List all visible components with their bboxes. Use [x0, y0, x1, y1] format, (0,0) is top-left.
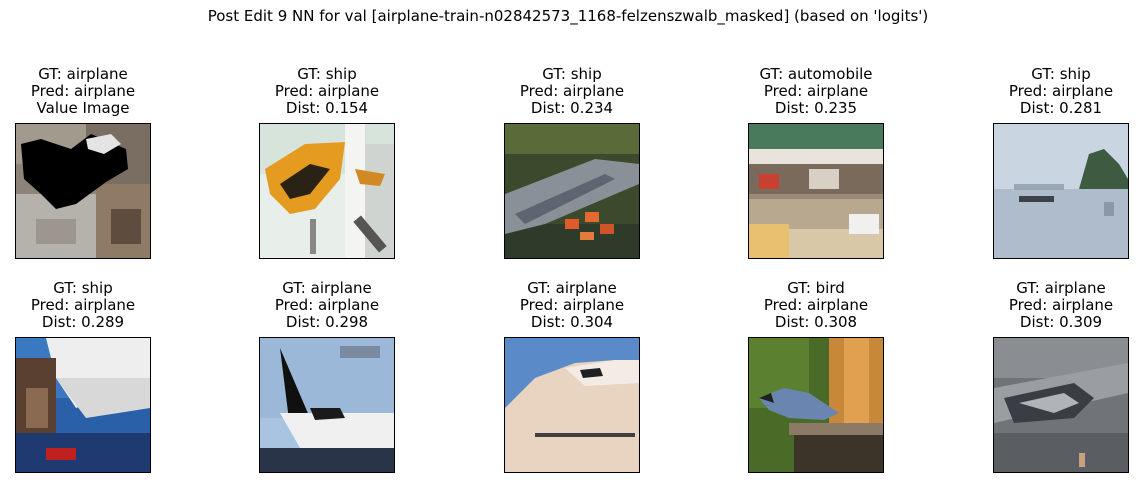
panel-neighbor-8: GT: bird Pred: airplane Dist: 0.308	[748, 280, 884, 473]
gt-label: GT: airplane	[282, 279, 372, 297]
airplane-tail-thumbnail	[260, 338, 394, 472]
dist-label: Dist: 0.308	[774, 313, 858, 331]
pred-label: Pred: airplane	[1008, 82, 1114, 100]
dist-label: Dist: 0.304	[530, 313, 614, 331]
gt-label: GT: airplane	[527, 279, 617, 297]
bird-thumbnail	[749, 338, 883, 472]
gt-label: GT: bird	[787, 279, 845, 297]
image-frame	[748, 123, 884, 259]
image-frame	[259, 337, 395, 473]
panel-caption: GT: airplane Pred: airplane Dist: 0.304	[504, 280, 640, 331]
pred-label: Pred: airplane	[30, 82, 136, 100]
panel-caption: GT: automobile Pred: airplane Dist: 0.23…	[748, 66, 884, 117]
image-frame	[504, 123, 640, 259]
gt-label: GT: ship	[53, 279, 113, 297]
panel-neighbor-4: GT: ship Pred: airplane Dist: 0.281	[993, 66, 1129, 259]
panel-caption: GT: ship Pred: airplane Dist: 0.281	[993, 66, 1129, 117]
panel-neighbor-2: GT: ship Pred: airplane Dist: 0.234	[504, 66, 640, 259]
panel-neighbor-5: GT: ship Pred: airplane Dist: 0.289	[15, 280, 151, 473]
panel-neighbor-6: GT: airplane Pred: airplane Dist: 0.298	[259, 280, 395, 473]
panel-caption: GT: ship Pred: airplane Dist: 0.234	[504, 66, 640, 117]
dist-label: Dist: 0.234	[530, 99, 614, 117]
figure-title: Post Edit 9 NN for val [airplane-train-n…	[207, 7, 929, 25]
pred-label: Pred: airplane	[763, 82, 869, 100]
image-frame	[748, 337, 884, 473]
panel-caption: GT: airplane Pred: airplane Dist: 0.309	[993, 280, 1129, 331]
panel-neighbor-3: GT: automobile Pred: airplane Dist: 0.23…	[748, 66, 884, 259]
masked-airplane-thumbnail	[16, 124, 150, 258]
dist-label: Dist: 0.298	[285, 313, 369, 331]
ship-harbor-thumbnail	[505, 124, 639, 258]
panel-value-image: GT: airplane Pred: airplane Value Image	[15, 66, 151, 259]
ship-thumbnail	[260, 124, 394, 258]
panel-caption: GT: airplane Pred: airplane Dist: 0.298	[259, 280, 395, 331]
gt-label: GT: ship	[297, 65, 357, 83]
pred-label: Pred: airplane	[274, 296, 380, 314]
image-frame	[993, 337, 1129, 473]
airplane-deck-thumbnail	[994, 338, 1128, 472]
value-image-label: Value Image	[36, 99, 130, 117]
panel-neighbor-7: GT: airplane Pred: airplane Dist: 0.304	[504, 280, 640, 473]
image-frame	[993, 123, 1129, 259]
airplane-nose-thumbnail	[505, 338, 639, 472]
panel-neighbor-9: GT: airplane Pred: airplane Dist: 0.309	[993, 280, 1129, 473]
gt-label: GT: airplane	[38, 65, 128, 83]
panel-neighbor-1: GT: ship Pred: airplane Dist: 0.154	[259, 66, 395, 259]
ship-sail-thumbnail	[16, 338, 150, 472]
dist-label: Dist: 0.309	[1019, 313, 1103, 331]
gt-label: GT: automobile	[759, 65, 873, 83]
image-frame	[15, 123, 151, 259]
pred-label: Pred: airplane	[763, 296, 869, 314]
ship-sea-thumbnail	[994, 124, 1128, 258]
dist-label: Dist: 0.154	[285, 99, 369, 117]
image-frame	[259, 123, 395, 259]
gt-label: GT: airplane	[1016, 279, 1106, 297]
panel-caption: GT: airplane Pred: airplane Value Image	[15, 66, 151, 117]
pred-label: Pred: airplane	[274, 82, 380, 100]
panel-caption: GT: ship Pred: airplane Dist: 0.154	[259, 66, 395, 117]
dist-label: Dist: 0.289	[41, 313, 125, 331]
panel-caption: GT: bird Pred: airplane Dist: 0.308	[748, 280, 884, 331]
automobile-thumbnail	[749, 124, 883, 258]
image-frame	[15, 337, 151, 473]
pred-label: Pred: airplane	[30, 296, 136, 314]
panel-caption: GT: ship Pred: airplane Dist: 0.289	[15, 280, 151, 331]
gt-label: GT: ship	[542, 65, 602, 83]
gt-label: GT: ship	[1031, 65, 1091, 83]
pred-label: Pred: airplane	[519, 82, 625, 100]
pred-label: Pred: airplane	[1008, 296, 1114, 314]
image-frame	[504, 337, 640, 473]
dist-label: Dist: 0.281	[1019, 99, 1103, 117]
dist-label: Dist: 0.235	[774, 99, 858, 117]
pred-label: Pred: airplane	[519, 296, 625, 314]
